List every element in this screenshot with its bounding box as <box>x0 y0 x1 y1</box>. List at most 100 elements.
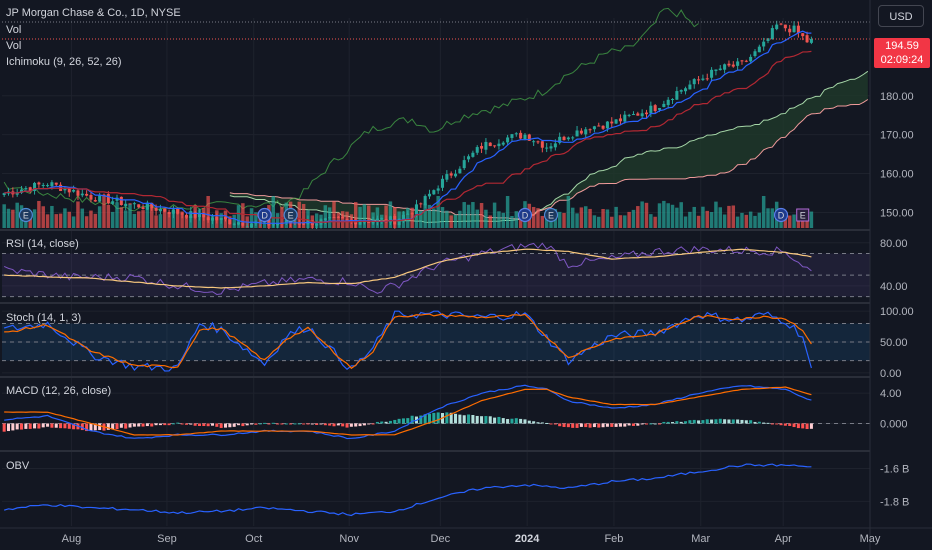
macd-histogram-bar <box>154 423 158 426</box>
currency-selector[interactable]: USD <box>878 5 924 27</box>
candle-body <box>137 204 141 208</box>
macd-histogram-bar <box>562 423 566 427</box>
rsi-line <box>3 242 812 295</box>
candle-body <box>788 28 792 33</box>
volume-bar <box>757 212 762 228</box>
dividend-marker <box>257 207 272 223</box>
candle-body <box>245 226 249 228</box>
upcoming-earnings-marker <box>796 208 810 222</box>
dividend-marker-label: D <box>778 211 785 221</box>
candle-body <box>540 141 544 148</box>
volume-bar <box>37 200 41 228</box>
ichimoku-legend[interactable]: Ichimoku (9, 26, 52, 26) <box>6 56 122 68</box>
upcoming-earnings-label: E <box>800 211 806 221</box>
candle-body <box>215 217 219 221</box>
rsi-legend[interactable]: RSI (14, close) <box>6 238 79 250</box>
obv-pane[interactable] <box>3 463 812 517</box>
volume-bar <box>683 216 688 228</box>
volume-bar <box>301 203 306 228</box>
candle-body <box>358 221 362 225</box>
macd-histogram-bar <box>375 421 379 424</box>
candle-body <box>432 190 436 195</box>
volume-bar <box>158 214 163 228</box>
macd-histogram-bar <box>223 423 228 428</box>
candle-body <box>341 216 345 219</box>
macd-histogram-bar <box>666 421 670 424</box>
candle-body <box>267 219 271 226</box>
volume-bar <box>436 196 440 228</box>
macd-legend[interactable]: MACD (12, 26, close) <box>6 385 112 397</box>
price-axis-tick: 170.00 <box>880 130 914 142</box>
x-axis-tick: 2024 <box>515 533 540 545</box>
macd-histogram-bar <box>671 422 675 424</box>
macd-histogram-bar <box>137 423 141 427</box>
macd-axis-tick: 0.000 <box>880 418 908 430</box>
candle-body <box>501 142 505 145</box>
macd-histogram-bar <box>184 423 188 425</box>
volume-bar <box>63 208 67 228</box>
candle-body <box>618 118 622 122</box>
candle-body <box>171 209 175 214</box>
macd-histogram-bar <box>258 423 262 425</box>
candle-body <box>536 141 540 143</box>
candle-body <box>336 216 340 218</box>
candle-body <box>796 25 800 34</box>
candle-body <box>145 202 149 210</box>
volume-legend-2[interactable]: Vol <box>6 40 22 52</box>
macd-histogram-bar <box>189 423 193 425</box>
candle-body <box>627 114 631 116</box>
volume-bar <box>705 210 709 228</box>
countdown-timer: 02:09:24 <box>880 54 924 66</box>
volume-bar <box>679 202 683 228</box>
macd-histogram-bar <box>788 423 792 426</box>
stoch-legend[interactable]: Stoch (14, 1, 3) <box>6 312 82 324</box>
volume-bar <box>597 216 601 228</box>
volume-bar <box>696 215 701 228</box>
volume-bar <box>45 214 50 228</box>
volume-bar <box>792 214 796 228</box>
obv-legend[interactable]: OBV <box>6 460 30 472</box>
volume-bar <box>714 201 718 228</box>
leading-span-a <box>229 70 869 223</box>
volume-bar <box>2 204 6 228</box>
macd-histogram-bar <box>697 420 701 424</box>
volume-bar <box>54 214 58 228</box>
volume-bar <box>67 211 72 228</box>
candle-body <box>375 218 379 222</box>
candle-body <box>297 222 301 225</box>
volume-bar <box>623 215 627 228</box>
macd-histogram-bar <box>445 412 449 424</box>
candle-body <box>128 203 132 205</box>
volume-bar <box>11 209 15 228</box>
stoch-pane[interactable] <box>2 310 870 372</box>
candle-body <box>328 217 332 219</box>
volume-bar <box>297 201 302 228</box>
candle-body <box>527 134 531 141</box>
macd-histogram-bar <box>245 423 249 426</box>
volume-bar <box>636 206 640 228</box>
candle-body <box>458 168 462 174</box>
earnings-marker <box>543 207 559 223</box>
candle-body <box>705 78 709 80</box>
macd-histogram-bar <box>419 415 423 424</box>
volume-bar <box>458 210 462 228</box>
price-pane[interactable] <box>2 7 870 230</box>
volume-bar <box>744 214 749 228</box>
price-axis-tick: 150.00 <box>880 207 914 219</box>
symbol-title[interactable]: JP Morgan Chase & Co., 1D, NYSE <box>6 7 181 19</box>
volume-bar <box>80 208 85 228</box>
rsi-pane[interactable] <box>2 242 870 298</box>
macd-pane[interactable] <box>2 384 870 440</box>
candle-body <box>436 188 440 191</box>
macd-histogram-bar <box>684 421 688 424</box>
candle-body <box>718 68 722 71</box>
candle-body <box>440 178 445 188</box>
candle-body <box>779 23 783 25</box>
volume-bar <box>692 206 696 228</box>
volume-legend-1[interactable]: Vol <box>6 24 22 36</box>
candle-body <box>111 201 115 204</box>
macd-histogram-bar <box>618 423 622 427</box>
